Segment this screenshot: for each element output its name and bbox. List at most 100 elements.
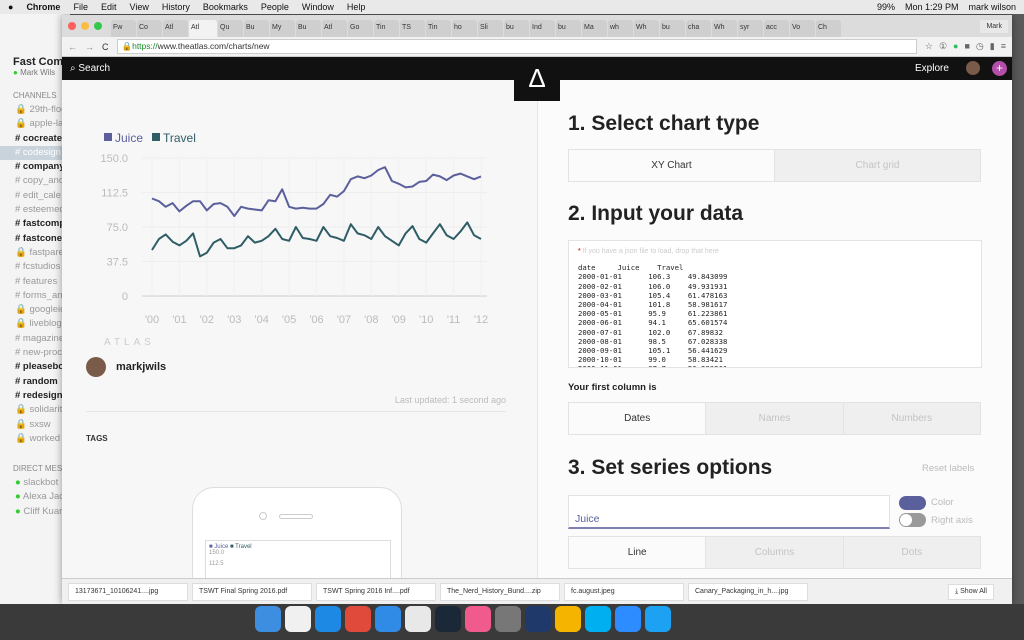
- browser-tab[interactable]: Qu: [218, 20, 243, 37]
- minimize-window-button[interactable]: [81, 22, 89, 30]
- option-names[interactable]: Names: [705, 403, 843, 434]
- slack-channel[interactable]: # features: [15, 275, 58, 287]
- slack-channel[interactable]: 🔒 googleio: [15, 304, 66, 316]
- slack-channel[interactable]: # copy_and: [15, 175, 65, 187]
- browser-tab[interactable]: Ind: [530, 20, 555, 37]
- direct-messages-header[interactable]: DIRECT MESS: [13, 464, 68, 474]
- browser-tab[interactable]: ho: [452, 20, 477, 37]
- browser-tab[interactable]: Wh: [634, 20, 659, 37]
- clock[interactable]: Mon 1:29 PM: [904, 2, 959, 12]
- slack-channel[interactable]: # pleasebo: [15, 361, 65, 373]
- browser-tab[interactable]: syr: [738, 20, 763, 37]
- browser-tab[interactable]: acc: [764, 20, 789, 37]
- slack-channel[interactable]: # new-proc: [15, 347, 62, 359]
- dock-app-icon[interactable]: [315, 606, 341, 632]
- menu-bookmarks[interactable]: Bookmarks: [202, 2, 248, 12]
- slack-dm[interactable]: ● Cliff Kuar: [15, 505, 63, 517]
- slack-dm[interactable]: ● slackbot: [15, 477, 59, 489]
- browser-tab[interactable]: bu: [504, 20, 529, 37]
- color-toggle[interactable]: [899, 496, 926, 510]
- extension-icon[interactable]: ■: [964, 41, 970, 51]
- dock-app-icon[interactable]: [615, 606, 641, 632]
- data-input-textarea[interactable]: * If you have a json file to load, drop …: [568, 240, 982, 368]
- bookmark-star-icon[interactable]: ☆: [924, 41, 933, 51]
- slack-channel[interactable]: # fastcone: [15, 232, 62, 244]
- browser-tab[interactable]: Ch: [816, 20, 841, 37]
- option-xy-chart[interactable]: XY Chart: [569, 150, 774, 181]
- dock-app-icon[interactable]: [645, 606, 671, 632]
- dock-app-icon[interactable]: [435, 606, 461, 632]
- download-item[interactable]: The_Nerd_History_Bund....zip: [440, 582, 560, 601]
- browser-tab[interactable]: My: [270, 20, 295, 37]
- option-numbers[interactable]: Numbers: [842, 403, 980, 434]
- slack-channel[interactable]: # fastcomp: [15, 218, 66, 230]
- menu-history[interactable]: History: [161, 2, 190, 12]
- menu-people[interactable]: People: [260, 2, 289, 12]
- slack-channel[interactable]: # company: [15, 161, 65, 173]
- browser-tab[interactable]: Co: [137, 20, 162, 37]
- browser-tab[interactable]: Tin: [374, 20, 399, 37]
- slack-channel[interactable]: # edit_cale: [15, 189, 61, 201]
- download-item[interactable]: fc.august.jpeg: [564, 582, 684, 601]
- battery-status[interactable]: 99%: [876, 2, 895, 12]
- option-dates[interactable]: Dates: [569, 403, 706, 434]
- slack-channel[interactable]: # cocreate: [15, 132, 63, 144]
- extension-icon[interactable]: ▮: [989, 41, 995, 51]
- browser-tab[interactable]: Atl: [189, 20, 217, 37]
- option-line[interactable]: Line: [569, 537, 706, 568]
- slack-channel[interactable]: 🔒 apple-lau: [15, 118, 69, 130]
- browser-tab[interactable]: Fw: [111, 20, 136, 37]
- menu-chrome[interactable]: Chrome: [26, 2, 61, 12]
- dock-app-icon[interactable]: [525, 606, 551, 632]
- slack-channel[interactable]: 🔒 fastparen: [15, 246, 70, 258]
- menu-icon[interactable]: ≡: [1000, 41, 1006, 51]
- slack-team-name[interactable]: Fast Com: [13, 56, 64, 68]
- atlas-logo[interactable]: Δ: [514, 57, 560, 101]
- author-name[interactable]: markjwils: [116, 361, 167, 373]
- download-item[interactable]: 13173671_10106241....jpg: [68, 582, 188, 601]
- menu-help[interactable]: Help: [346, 2, 366, 12]
- close-window-button[interactable]: [68, 22, 76, 30]
- forward-icon[interactable]: →: [85, 41, 94, 52]
- user-avatar[interactable]: [966, 61, 980, 75]
- reset-labels-link[interactable]: Reset labels: [922, 463, 975, 474]
- slack-dm[interactable]: ● Alexa Jac: [15, 491, 65, 503]
- zoom-window-button[interactable]: [94, 22, 102, 30]
- browser-tab[interactable]: Atl: [322, 20, 347, 37]
- option-columns[interactable]: Columns: [705, 537, 843, 568]
- slack-channel[interactable]: 🔒 worked: [15, 432, 61, 444]
- menu-file[interactable]: File: [73, 2, 88, 12]
- browser-tab[interactable]: Ma: [582, 20, 607, 37]
- browser-tab[interactable]: Tin: [426, 20, 451, 37]
- channels-header[interactable]: CHANNELS: [13, 91, 57, 100]
- user-menu[interactable]: mark wilson: [968, 2, 1016, 12]
- browser-tab[interactable]: bu: [556, 20, 581, 37]
- right-axis-toggle[interactable]: [899, 513, 926, 527]
- browser-tab[interactable]: Atl: [163, 20, 188, 37]
- option-dots[interactable]: Dots: [842, 537, 980, 568]
- slack-channel[interactable]: # esteemed: [15, 204, 65, 216]
- slack-channel[interactable]: 🔒 sxsw: [15, 418, 51, 430]
- browser-tab[interactable]: Vo: [790, 20, 815, 37]
- dock-app-icon[interactable]: [555, 606, 581, 632]
- reload-icon[interactable]: C: [102, 41, 109, 52]
- browser-tab[interactable]: cha: [686, 20, 711, 37]
- clock-extension-icon[interactable]: ◷: [975, 41, 984, 51]
- menu-window[interactable]: Window: [301, 2, 334, 12]
- browser-tab[interactable]: wh: [608, 20, 633, 37]
- dock-app-icon[interactable]: [285, 606, 311, 632]
- dock-app-icon[interactable]: [465, 606, 491, 632]
- dock-app-icon[interactable]: [375, 606, 401, 632]
- dock-app-icon[interactable]: [495, 606, 521, 632]
- slack-channel[interactable]: 🔒 solidarity: [15, 404, 67, 416]
- dock-app-icon[interactable]: [585, 606, 611, 632]
- browser-tab[interactable]: Go: [348, 20, 373, 37]
- dock-app-icon[interactable]: [405, 606, 431, 632]
- browser-tab[interactable]: Sli: [478, 20, 503, 37]
- option-chart-grid[interactable]: Chart grid: [774, 150, 980, 181]
- evernote-icon[interactable]: ●: [953, 41, 959, 51]
- browser-tab[interactable]: TS: [400, 20, 425, 37]
- browser-tab[interactable]: bu: [660, 20, 685, 37]
- series-name-input[interactable]: Juice: [568, 495, 890, 529]
- show-all-downloads-button[interactable]: ⤓ Show All: [948, 583, 994, 600]
